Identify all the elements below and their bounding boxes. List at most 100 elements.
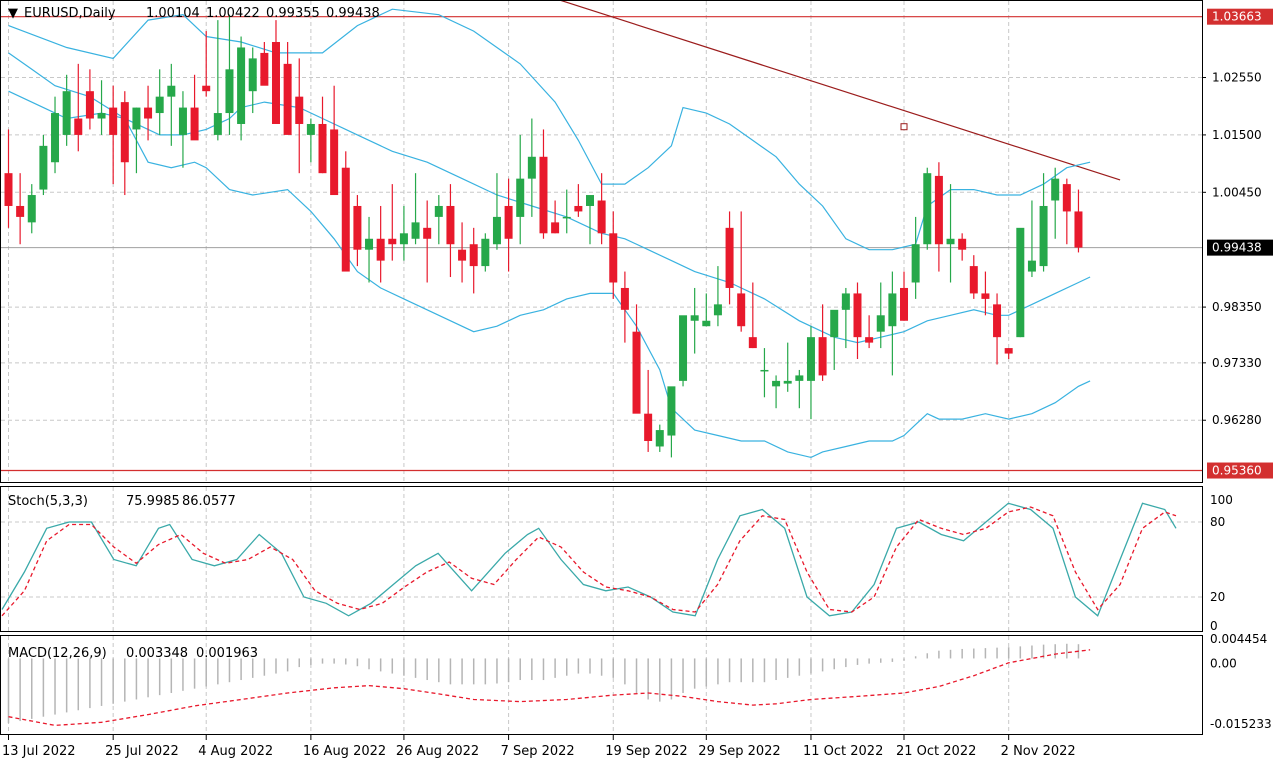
candle-body [271, 41, 280, 124]
symbol-title: EURUSD,Daily [24, 6, 116, 21]
stoch-tick-label: 20 [1210, 590, 1225, 604]
stoch-tick-label: 100 [1210, 493, 1233, 507]
candle [74, 63, 83, 152]
resistance-price-tag: 1.03663 [1212, 10, 1262, 24]
candle-body [888, 293, 897, 327]
date-tick-label: 19 Sep 2022 [605, 744, 687, 759]
date-tick-label: 4 Aug 2022 [198, 744, 273, 759]
candle [341, 151, 350, 272]
date-tick-label: 11 Oct 2022 [803, 744, 883, 759]
date-tick-label: 13 Jul 2022 [2, 744, 76, 759]
candle [178, 91, 187, 168]
candle-body [644, 413, 653, 442]
candle [237, 36, 246, 141]
macd-panel [7, 643, 1091, 727]
candle [260, 41, 269, 86]
candle [271, 20, 280, 124]
candle [167, 63, 176, 146]
candle [39, 134, 48, 196]
trendline [557, 0, 1121, 181]
stoch-value-signal: 86.0577 [182, 494, 236, 509]
candle-body [969, 266, 978, 294]
price-tick-label: 1.01500 [1212, 128, 1262, 142]
candle-body [667, 386, 676, 436]
candle [888, 271, 897, 376]
candle-body [330, 129, 339, 196]
candle [458, 222, 467, 283]
candle [667, 386, 676, 458]
candle-body [446, 205, 455, 245]
macd-value-signal: 0.001963 [196, 646, 258, 661]
date-tick-label: 16 Aug 2022 [303, 744, 386, 759]
stoch-signal-line [1, 506, 1177, 617]
candle [1016, 227, 1025, 338]
candle [713, 266, 722, 327]
candle [1027, 200, 1036, 278]
candle [248, 47, 257, 114]
candle [609, 211, 618, 299]
candle [4, 129, 13, 228]
candle [748, 282, 757, 349]
candle-body [492, 216, 501, 245]
candle-body [16, 205, 25, 217]
candle [655, 424, 664, 452]
candle [423, 200, 432, 283]
stoch-tick-label: 80 [1210, 515, 1225, 529]
macd-title: MACD(12,26,9) [8, 646, 107, 661]
candle-body [190, 107, 199, 141]
candle [399, 205, 408, 261]
candle-body [306, 123, 315, 135]
candle-body [795, 375, 804, 381]
candle [1004, 348, 1013, 360]
candle [388, 184, 397, 261]
candle [376, 205, 385, 283]
candle [574, 184, 583, 217]
candle [283, 41, 292, 135]
ohlc-close: 0.99438 [326, 6, 380, 21]
candle [830, 309, 839, 370]
price-tick-label: 1.02550 [1212, 71, 1262, 85]
price-tick-label: 0.96280 [1212, 413, 1262, 427]
candle-body [283, 63, 292, 135]
candle-body [144, 107, 153, 119]
candle-body [993, 304, 1002, 338]
symbol-menu-icon[interactable]: ▼ [8, 6, 18, 21]
candle-body [178, 107, 187, 135]
support-price-tag-bg [1207, 462, 1273, 479]
candle [958, 233, 967, 261]
ohlc-low: 0.99355 [266, 6, 320, 21]
candle-body [679, 315, 688, 381]
candle-body [423, 227, 432, 239]
macd-signal-line [8, 649, 1091, 727]
candle-body [620, 287, 629, 310]
labels-layer: ▼ EURUSD,Daily 1.00104 1.00422 0.99355 0… [8, 6, 380, 661]
candle [562, 189, 571, 234]
candle [27, 184, 36, 234]
current-price-tag: 0.99438 [1212, 241, 1262, 255]
candle-body [562, 216, 571, 219]
candle-body [713, 304, 722, 316]
candle [434, 195, 443, 245]
candle-body [399, 233, 408, 245]
candle [632, 304, 641, 414]
candle-body [830, 309, 839, 338]
candle [109, 85, 118, 185]
candle [911, 216, 920, 299]
candle-body [376, 238, 385, 261]
resistance-price-tag-bg [1207, 8, 1273, 25]
candle [155, 69, 164, 135]
candle-body [237, 47, 246, 124]
price-tick-label: 0.97330 [1212, 356, 1262, 370]
candle-body [539, 156, 548, 234]
candle [993, 293, 1002, 365]
candle [446, 184, 455, 278]
candle-body [1027, 260, 1036, 272]
candle-body [120, 102, 129, 163]
candle-body [737, 293, 746, 327]
price-tick-label: 1.00450 [1212, 185, 1262, 199]
candle [51, 96, 60, 174]
candle [85, 69, 94, 130]
date-tick-label: 25 Jul 2022 [105, 744, 179, 759]
